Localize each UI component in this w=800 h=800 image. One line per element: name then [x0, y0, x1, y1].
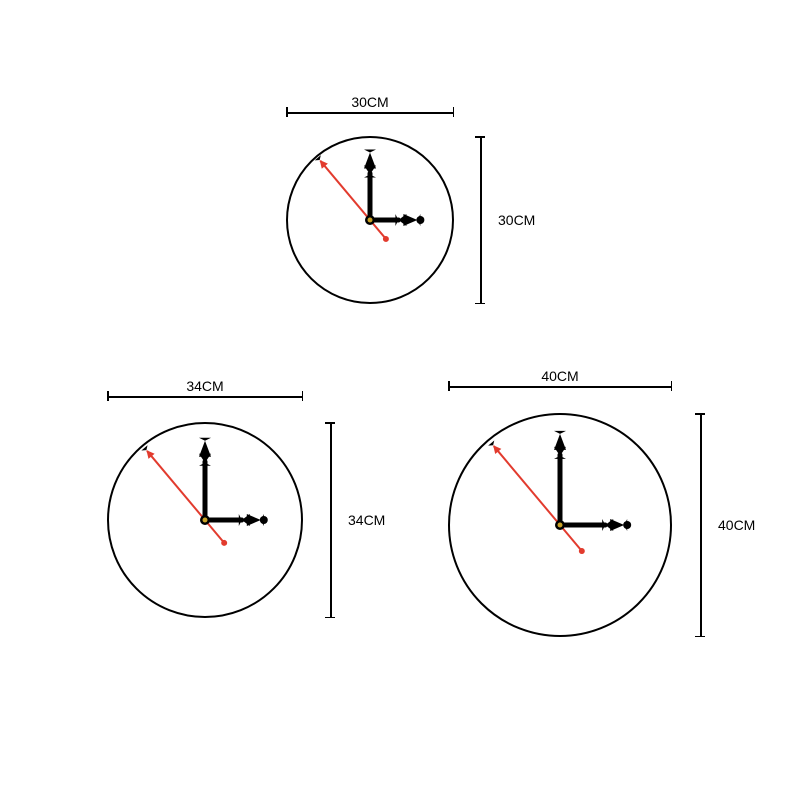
- width-label: 40CM: [541, 368, 578, 384]
- clock-40: [448, 413, 672, 637]
- clock-34: [107, 422, 303, 618]
- width-dimension: 34CM: [107, 396, 303, 397]
- width-label: 30CM: [351, 94, 388, 110]
- height-dimension: 34CM: [330, 422, 331, 618]
- width-dimension: 40CM: [448, 386, 672, 387]
- height-label: 40CM: [718, 517, 755, 533]
- size-diagram: 30CM 30CM 34CM 34CM 40CM 40CM: [0, 0, 800, 800]
- minute-hand: [552, 431, 568, 525]
- width-dimension: 30CM: [286, 112, 454, 113]
- height-dimension: 30CM: [480, 136, 481, 304]
- height-label: 34CM: [348, 512, 385, 528]
- clock-hub-pin: [558, 523, 563, 528]
- clock-hub-pin: [368, 218, 373, 223]
- height-dimension: 40CM: [700, 413, 701, 637]
- height-label: 30CM: [498, 212, 535, 228]
- width-label: 34CM: [186, 378, 223, 394]
- clock-30: [286, 136, 454, 304]
- clock-hub-pin: [203, 518, 208, 523]
